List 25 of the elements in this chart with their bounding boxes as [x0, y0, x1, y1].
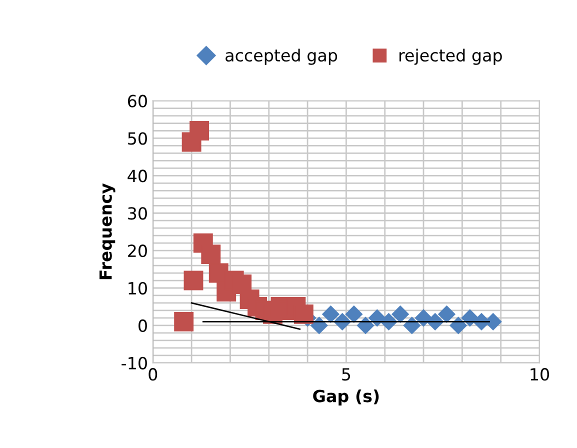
point: [322, 306, 340, 323]
legend-label: rejected gap: [400, 48, 502, 65]
point: [450, 316, 467, 334]
y-tick-label: 0: [138, 319, 147, 332]
x-axis-title: Gap (s): [313, 389, 379, 406]
x-tick-label: 10: [530, 368, 549, 381]
y-tick-label: 10: [128, 282, 147, 295]
y-tick-label: 20: [128, 244, 147, 258]
y-tick-label: 40: [128, 170, 147, 182]
point: [345, 306, 362, 323]
point: [294, 304, 314, 324]
y-axis-title: Frequency: [100, 183, 116, 280]
point: [190, 121, 210, 140]
point: [438, 306, 456, 323]
legend-label: accepted gap: [226, 48, 338, 65]
y-tick-label: -10: [122, 356, 147, 370]
point: [184, 270, 204, 290]
y-tick-label: 60: [128, 94, 147, 108]
x-tick-label: 0: [148, 368, 158, 381]
point: [392, 306, 409, 323]
point: [201, 244, 221, 264]
point: [174, 312, 194, 332]
x-tick-label: 5: [342, 368, 350, 381]
y-tick-label: 30: [128, 207, 147, 220]
y-tick-label: 50: [128, 132, 147, 145]
